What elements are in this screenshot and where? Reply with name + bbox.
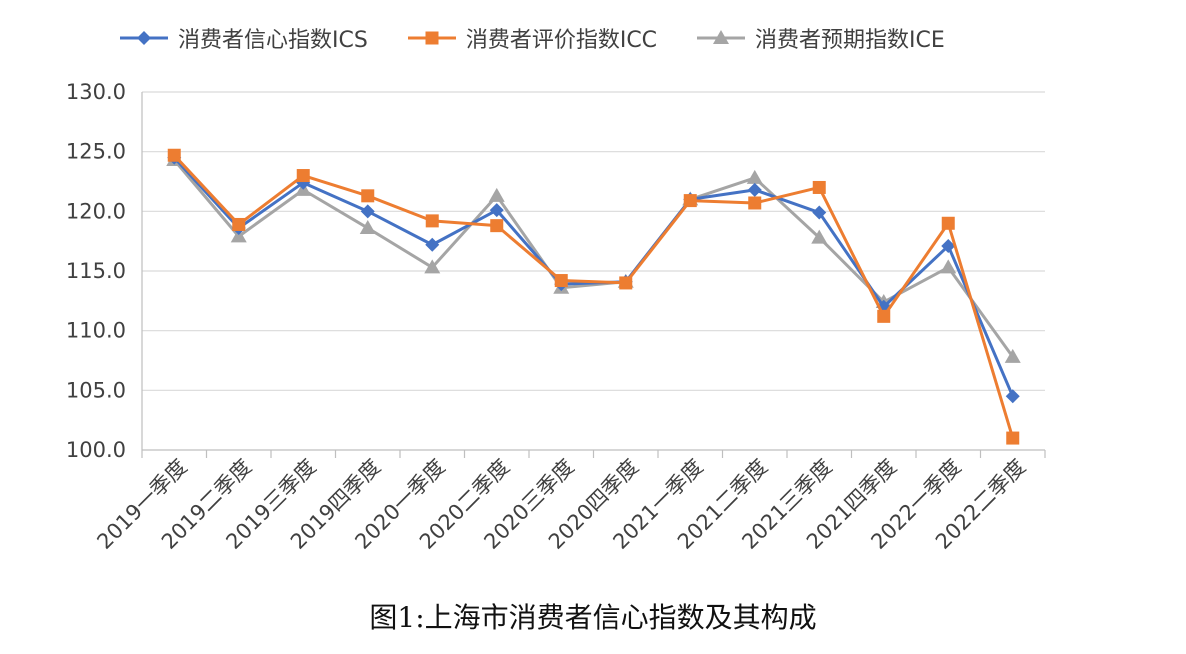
line-chart: 100.0105.0110.0115.0120.0125.0130.02019一… bbox=[66, 80, 1046, 554]
data-point bbox=[877, 309, 891, 323]
legend-label: 消费者预期指数ICE bbox=[755, 28, 945, 53]
legend-swatch bbox=[120, 31, 168, 45]
data-point bbox=[619, 276, 633, 290]
legend-marker bbox=[425, 31, 439, 45]
data-point bbox=[683, 194, 697, 208]
series-square bbox=[167, 148, 1020, 445]
data-point bbox=[424, 259, 441, 274]
data-point bbox=[811, 229, 828, 244]
chart-legend: 消费者信心指数ICS 消费者评价指数ICC 消费者预期指数ICE bbox=[118, 22, 945, 54]
series-line bbox=[173, 154, 1015, 439]
legend-swatch bbox=[407, 31, 456, 45]
data-point bbox=[296, 169, 310, 183]
data-point bbox=[554, 274, 568, 288]
legend-label: 消费者信心指数ICS bbox=[178, 28, 368, 53]
y-tick-label: 105.0 bbox=[66, 378, 126, 402]
legend-marker bbox=[137, 31, 151, 45]
y-tick-label: 125.0 bbox=[66, 140, 126, 164]
data-point bbox=[490, 219, 504, 233]
data-point bbox=[425, 237, 440, 252]
data-point bbox=[746, 169, 763, 184]
figure-caption: 图1:上海市消费者信心指数及其构成 bbox=[369, 601, 817, 634]
y-tick-label: 115.0 bbox=[66, 259, 126, 283]
data-point bbox=[425, 214, 439, 228]
data-point bbox=[361, 189, 375, 203]
data-point bbox=[359, 220, 376, 235]
data-point bbox=[1004, 348, 1021, 363]
legend-swatch bbox=[697, 30, 746, 44]
data-point bbox=[488, 187, 505, 202]
y-tick-label: 100.0 bbox=[66, 438, 126, 462]
data-point bbox=[941, 216, 955, 230]
legend-item: 消费者预期指数ICE bbox=[695, 22, 945, 54]
data-point bbox=[941, 238, 956, 253]
y-tick-label: 110.0 bbox=[66, 319, 126, 343]
data-point bbox=[748, 196, 762, 210]
data-point bbox=[747, 182, 762, 197]
y-tick-label: 130.0 bbox=[66, 80, 126, 104]
data-point bbox=[812, 205, 827, 220]
series-diamond bbox=[167, 150, 1020, 404]
data-point bbox=[489, 203, 504, 218]
legend-item: 消费者信心指数ICS bbox=[118, 22, 368, 54]
data-point bbox=[230, 228, 247, 243]
legend-label: 消费者评价指数ICC bbox=[465, 28, 658, 53]
data-point bbox=[167, 148, 181, 162]
gridlines bbox=[142, 91, 1045, 391]
data-point bbox=[1006, 431, 1020, 445]
y-tick-label: 120.0 bbox=[66, 199, 126, 223]
legend-marker bbox=[713, 30, 730, 44]
data-point bbox=[940, 259, 957, 274]
data-point bbox=[1005, 389, 1020, 404]
data-point bbox=[360, 204, 375, 219]
data-point bbox=[232, 217, 246, 231]
legend-item: 消费者评价指数ICC bbox=[406, 22, 657, 54]
data-point bbox=[812, 180, 826, 194]
